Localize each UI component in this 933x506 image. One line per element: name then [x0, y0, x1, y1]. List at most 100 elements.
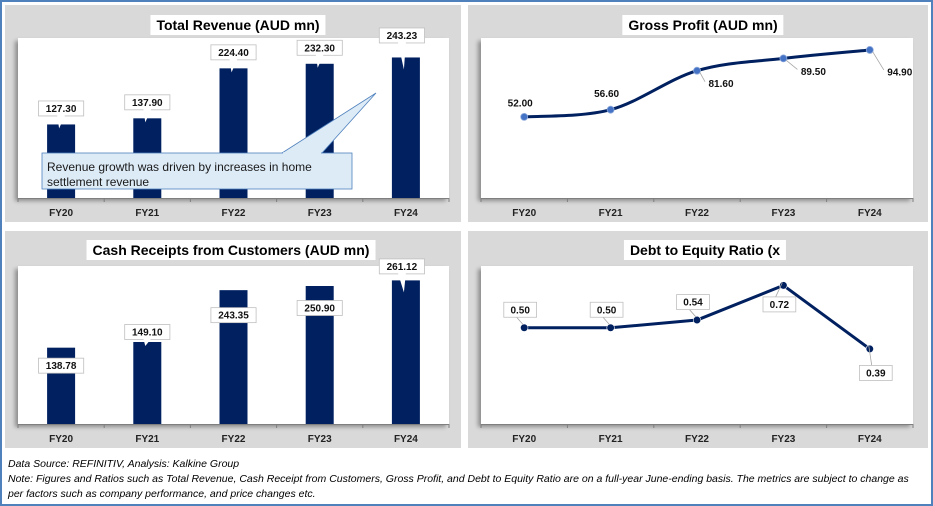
marker-fy21	[606, 323, 615, 332]
data-label-fy23: 89.50	[801, 67, 826, 78]
data-label-fy22-leader	[688, 308, 697, 318]
total-revenue-panel: FY20 FY21 FY22 FY23 FY24 127.30 137.90 224.40 23…	[5, 5, 461, 222]
data-label-fy22-text: 81.60	[708, 79, 733, 90]
x-tick-label-fy22: FY22	[685, 208, 709, 219]
data-label-fy22: 224.40	[210, 44, 257, 73]
data-label-fy21-pointer	[143, 108, 152, 123]
data-label-fy23-text: 250.90	[304, 304, 335, 315]
data-label-fy21-text: 149.10	[132, 327, 163, 338]
data-label-fy24-leader	[872, 51, 885, 71]
data-label-fy22: 81.60	[708, 79, 733, 90]
data-label-fy22: 0.54	[676, 294, 710, 310]
x-tick-label-fy22: FY22	[685, 434, 709, 445]
data-label-fy24-leader	[868, 345, 873, 366]
marker-fy22	[692, 315, 702, 325]
data-label-fy24-text: 261.12	[387, 262, 418, 273]
data-label-fy22-leader	[699, 72, 706, 82]
data-label-fy20: 0.50	[503, 301, 537, 318]
gross-profit-panel: FY20 FY21 FY22 FY23 FY24 52.00 56.60 81.60 89.50…	[468, 5, 928, 222]
data-source-text: Data Source: REFINITIV, Analysis: Kalkin…	[8, 458, 240, 470]
x-tick-label-fy24: FY24	[394, 208, 418, 219]
data-label-fy22-box	[676, 294, 710, 310]
cash-receipts-title: Cash Receipts from Customers (AUD mn)	[86, 240, 376, 260]
total-revenue-title: Total Revenue (AUD mn)	[150, 15, 326, 35]
data-label-fy23-text: 232.30	[304, 43, 335, 54]
data-label-fy20-text: 0.50	[510, 305, 530, 316]
data-label-fy23-pointer	[315, 54, 324, 68]
marker-fy21	[606, 105, 615, 114]
gross-profit-title: Gross Profit (AUD mn)	[622, 15, 784, 35]
x-tick-label-fy22: FY22	[222, 208, 246, 219]
data-label-fy20-box	[503, 301, 537, 318]
bar-fy21	[133, 341, 162, 424]
marker-fy20	[520, 323, 529, 332]
marker-fy24	[865, 46, 874, 54]
annotation-callout-box	[41, 152, 353, 190]
data-label-fy21-text: 0.50	[597, 305, 617, 316]
data-label-fy20: 52.00	[508, 98, 533, 109]
bar-fy24	[391, 280, 420, 424]
data-label-fy20-pointer	[57, 114, 66, 129]
marker-fy23	[779, 54, 788, 63]
x-tick-label-fy22: FY22	[222, 434, 246, 445]
data-label-fy20-box	[38, 357, 85, 374]
data-label-fy22: 243.35	[210, 307, 257, 324]
debt-to-equity-plot-area	[481, 266, 913, 424]
data-label-fy24: 261.12	[378, 258, 425, 293]
debt-to-equity-chart: FY20 FY21 FY22 FY23 FY24 0.50 0.50 0.54 0.72 0.39	[480, 281, 914, 445]
data-label-fy21-box	[589, 301, 624, 318]
data-label-fy20: 127.30	[38, 100, 85, 129]
data-label-fy21-text: 137.90	[132, 98, 163, 109]
data-label-fy24: 0.39	[858, 365, 893, 381]
x-tick-label-fy24: FY24	[858, 208, 882, 219]
debt-to-equity-title: Debt to Equity Ratio (x	[623, 240, 787, 260]
data-label-fy23-text: 89.50	[801, 67, 826, 78]
data-label-fy23-text: 0.72	[770, 300, 790, 311]
debt-to-equity-panel: FY20 FY21 FY22 FY23 FY24 0.50 0.50 0.54 0.72 0.39…	[468, 231, 928, 448]
x-tick-label-fy21: FY21	[135, 434, 159, 445]
data-label-fy23-box	[762, 296, 797, 313]
data-label-fy24-text: 0.39	[866, 368, 886, 379]
data-label-fy24-text: 243.23	[387, 31, 418, 42]
data-label-fy22-text: 243.35	[218, 311, 249, 322]
data-label-fy22-pointer	[229, 58, 238, 73]
data-label-fy20-text: 52.00	[508, 98, 533, 109]
total-revenue-chart: FY20 FY21 FY22 FY23 FY24 127.30 137.90 224.40 23…	[17, 27, 450, 219]
data-label-fy21: 137.90	[124, 94, 171, 123]
data-label-fy24: 94.90	[887, 67, 912, 78]
footer-notes: Data Source: REFINITIV, Analysis: Kalkin…	[8, 457, 923, 502]
data-label-fy21: 0.50	[589, 301, 624, 318]
data-label-fy24-pointer	[397, 41, 406, 70]
data-label-fy23-box	[296, 300, 343, 316]
x-tick-label-fy23: FY23	[771, 434, 795, 445]
data-label-fy21-pointer	[143, 338, 152, 346]
x-tick-label-fy21: FY21	[135, 208, 159, 219]
x-tick-label-fy20: FY20	[49, 434, 73, 445]
x-tick-label-fy20: FY20	[49, 208, 73, 219]
x-tick-label-fy21: FY21	[599, 208, 623, 219]
data-label-fy24-box	[858, 365, 893, 381]
marker-fy20	[520, 112, 529, 121]
data-label-fy22-text: 0.54	[683, 298, 703, 309]
data-label-fy24: 243.23	[378, 27, 425, 70]
x-tick-label-fy20: FY20	[512, 208, 536, 219]
cash-receipts-chart: FY20 FY21 FY22 FY23 FY24 138.78 149.10 243.35 25…	[17, 258, 450, 445]
revenue-annotation-text: Revenue growth was driven by increases i…	[47, 160, 312, 189]
data-label-fy21: 149.10	[124, 324, 171, 346]
x-tick-label-fy24: FY24	[394, 434, 418, 445]
data-label-fy23-leader	[775, 282, 783, 298]
x-tick-label-fy24: FY24	[858, 434, 882, 445]
data-label-fy20-text: 138.78	[46, 361, 77, 372]
gross-profit-chart: FY20 FY21 FY22 FY23 FY24 52.00 56.60 81.60 89.50…	[480, 46, 914, 219]
data-label-fy20-text: 127.30	[46, 104, 77, 115]
gross-profit-plot-area	[481, 38, 913, 198]
data-label-fy22-box	[210, 307, 257, 324]
cash-receipts-panel: FY20 FY21 FY22 FY23 FY24 138.78 149.10 243.35 25…	[5, 231, 461, 448]
data-label-fy21-text: 56.60	[594, 89, 619, 100]
data-label-fy20-leader	[515, 316, 524, 326]
data-label-fy21-leader	[602, 316, 610, 326]
data-label-fy23: 232.30	[296, 39, 343, 68]
marker-fy22	[693, 66, 701, 75]
note-text: Note: Figures and Ratios such as Total R…	[8, 473, 909, 500]
data-label-fy21: 56.60	[594, 89, 619, 100]
